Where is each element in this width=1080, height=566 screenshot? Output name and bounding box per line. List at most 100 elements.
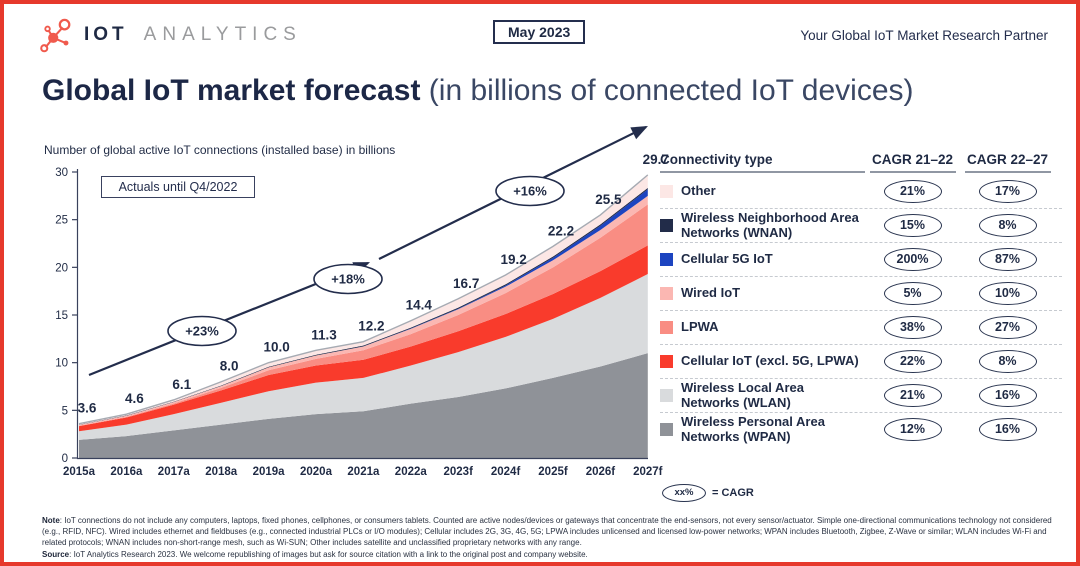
svg-text:14.4: 14.4 xyxy=(406,298,433,313)
legend-swatch xyxy=(660,219,673,232)
page-title: Global IoT market forecast (in billions … xyxy=(42,74,914,108)
svg-text:2025f: 2025f xyxy=(538,466,568,478)
legend-row: Wireless Local Area Networks (WLAN) 21% 16… xyxy=(660,378,1062,412)
cagr-22-27-badge: 87% xyxy=(978,248,1037,271)
svg-text:2018a: 2018a xyxy=(205,466,238,478)
legend-swatch xyxy=(660,354,673,368)
actuals-note-box: Actuals until Q4/2022 xyxy=(101,176,255,198)
svg-text:0: 0 xyxy=(62,453,68,465)
cagr-21-22-badge: 38% xyxy=(883,316,942,339)
svg-text:11.3: 11.3 xyxy=(311,327,337,342)
area-layers xyxy=(79,174,648,458)
legend-label: Wired IoT xyxy=(681,285,741,301)
cagr-22-27-badge: 8% xyxy=(978,350,1037,373)
legend-header: Connectivity type CAGR 21–22 CAGR 22–27 xyxy=(660,152,1062,175)
stacked-area-chart: 2015a 2016a 2017a 2018a 2019a 2020a 2021a 2022a… xyxy=(55,126,669,478)
svg-text:2027f: 2027f xyxy=(633,466,663,478)
legend-label: LPWA xyxy=(681,319,719,335)
cagr-21-22-badge: 21% xyxy=(883,384,942,407)
svg-text:2024f: 2024f xyxy=(491,466,521,478)
svg-text:12.2: 12.2 xyxy=(358,319,384,334)
svg-text:22.2: 22.2 xyxy=(548,223,574,238)
svg-text:2016a: 2016a xyxy=(110,466,143,478)
legend-row: Wired IoT 5% 10% xyxy=(660,276,1062,310)
legend-label: Wireless Neighborhood Area Networks (WNA… xyxy=(681,209,859,240)
page-title-bold: Global IoT market forecast xyxy=(42,74,421,107)
svg-text:5: 5 xyxy=(62,405,68,417)
stack-top-line xyxy=(78,174,649,425)
svg-text:4.6: 4.6 xyxy=(125,391,144,406)
svg-text:25.5: 25.5 xyxy=(595,192,622,207)
svg-text:2015a: 2015a xyxy=(63,466,96,478)
cagr-key-badge: xx% xyxy=(662,484,706,502)
legend-swatch xyxy=(660,389,673,402)
svg-text:+23%: +23% xyxy=(185,324,219,339)
cagr-22-27-badge: 17% xyxy=(978,180,1037,203)
legend-swatch xyxy=(660,320,673,334)
svg-text:29.7: 29.7 xyxy=(643,152,669,167)
svg-text:8.0: 8.0 xyxy=(220,359,239,374)
svg-text:19.2: 19.2 xyxy=(500,252,526,267)
legend-swatch xyxy=(660,184,673,198)
svg-text:16.7: 16.7 xyxy=(453,276,479,291)
molecule-icon xyxy=(40,18,71,53)
cagr-key: xx% = CAGR xyxy=(662,484,754,502)
cagr-22-27-badge: 27% xyxy=(978,316,1037,339)
svg-text:2017a: 2017a xyxy=(158,466,191,478)
legend-swatch xyxy=(660,423,673,436)
svg-text:2019a: 2019a xyxy=(253,466,286,478)
legend-row: Wireless Neighborhood Area Networks (WNA… xyxy=(660,208,1062,242)
legend-label: Other xyxy=(681,183,716,199)
cagr-21-22-badge: 5% xyxy=(883,282,942,305)
date-badge: May 2023 xyxy=(493,20,586,44)
svg-text:+18%: +18% xyxy=(331,272,365,287)
svg-text:30: 30 xyxy=(55,167,68,179)
cagr-key-equals: = CAGR xyxy=(712,487,754,499)
note-text: Note: IoT connections do not include any… xyxy=(42,516,1052,547)
legend-col-type: Connectivity type xyxy=(660,152,865,175)
logo: IOT ANALYTICS xyxy=(40,16,302,54)
footnotes: Note: IoT connections do not include any… xyxy=(42,516,1056,562)
legend-label: Cellular IoT (excl. 5G, LPWA) xyxy=(681,353,859,369)
svg-text:6.1: 6.1 xyxy=(172,377,191,392)
x-axis-labels: 2015a 2016a 2017a 2018a 2019a 2020a 2021a 2022a… xyxy=(63,466,663,478)
svg-text:2022a: 2022a xyxy=(395,466,428,478)
legend-row: LPWA 38% 27% xyxy=(660,310,1062,344)
svg-text:10: 10 xyxy=(55,358,68,370)
cagr-22-27-badge: 10% xyxy=(978,282,1037,305)
axes xyxy=(72,169,648,460)
y-axis-labels: 0 5 10 15 20 25 30 xyxy=(55,167,68,465)
legend-col-cagr1: CAGR 21–22 xyxy=(865,152,960,175)
svg-text:10.0: 10.0 xyxy=(263,340,289,355)
legend-panel: Connectivity type CAGR 21–22 CAGR 22–27 … xyxy=(660,152,1062,446)
growth-bubbles: +23% +18% +16% xyxy=(167,175,565,347)
legend-swatch xyxy=(660,252,673,266)
brand-name-light: ANALYTICS xyxy=(143,24,302,45)
cagr-21-22-badge: 200% xyxy=(883,248,942,271)
legend-row: Cellular IoT (excl. 5G, LPWA) 22% 8% xyxy=(660,344,1062,378)
axis-caption: Number of global active IoT connections … xyxy=(44,143,396,157)
legend-row: Wireless Personal Area Networks (WPAN) 12… xyxy=(660,412,1062,446)
cagr-22-27-badge: 16% xyxy=(978,384,1037,407)
legend-col-cagr2: CAGR 22–27 xyxy=(960,152,1055,175)
svg-text:2020a: 2020a xyxy=(300,466,333,478)
cagr-22-27-badge: 16% xyxy=(978,418,1037,441)
legend-rows: Other 21% 17% Wireless Neighborhood Area Ne… xyxy=(660,175,1062,446)
cagr-21-22-badge: 21% xyxy=(883,180,942,203)
cagr-21-22-badge: 15% xyxy=(883,214,942,237)
brand-name-bold: IOT xyxy=(84,24,128,45)
page-title-rest: (in billions of connected IoT devices) xyxy=(420,74,914,107)
legend-label: Wireless Personal Area Networks (WPAN) xyxy=(681,413,825,444)
cagr-21-22-badge: 22% xyxy=(883,350,942,373)
cagr-22-27-badge: 8% xyxy=(978,214,1037,237)
svg-text:20: 20 xyxy=(55,262,68,274)
svg-text:2026f: 2026f xyxy=(586,466,616,478)
legend-label: Cellular 5G IoT xyxy=(681,251,773,267)
total-value-labels: 3.6 4.6 6.1 8.0 10.0 11.3 12.2 14.4 16.7 19.2 22.2… xyxy=(78,152,669,416)
cagr-21-22-badge: 12% xyxy=(883,418,942,441)
legend-row: Other 21% 17% xyxy=(660,175,1062,208)
tagline: Your Global IoT Market Research Partner xyxy=(800,28,1048,43)
legend-row: Cellular 5G IoT 200% 87% xyxy=(660,242,1062,276)
legend-label: Wireless Local Area Networks (WLAN) xyxy=(681,379,804,410)
